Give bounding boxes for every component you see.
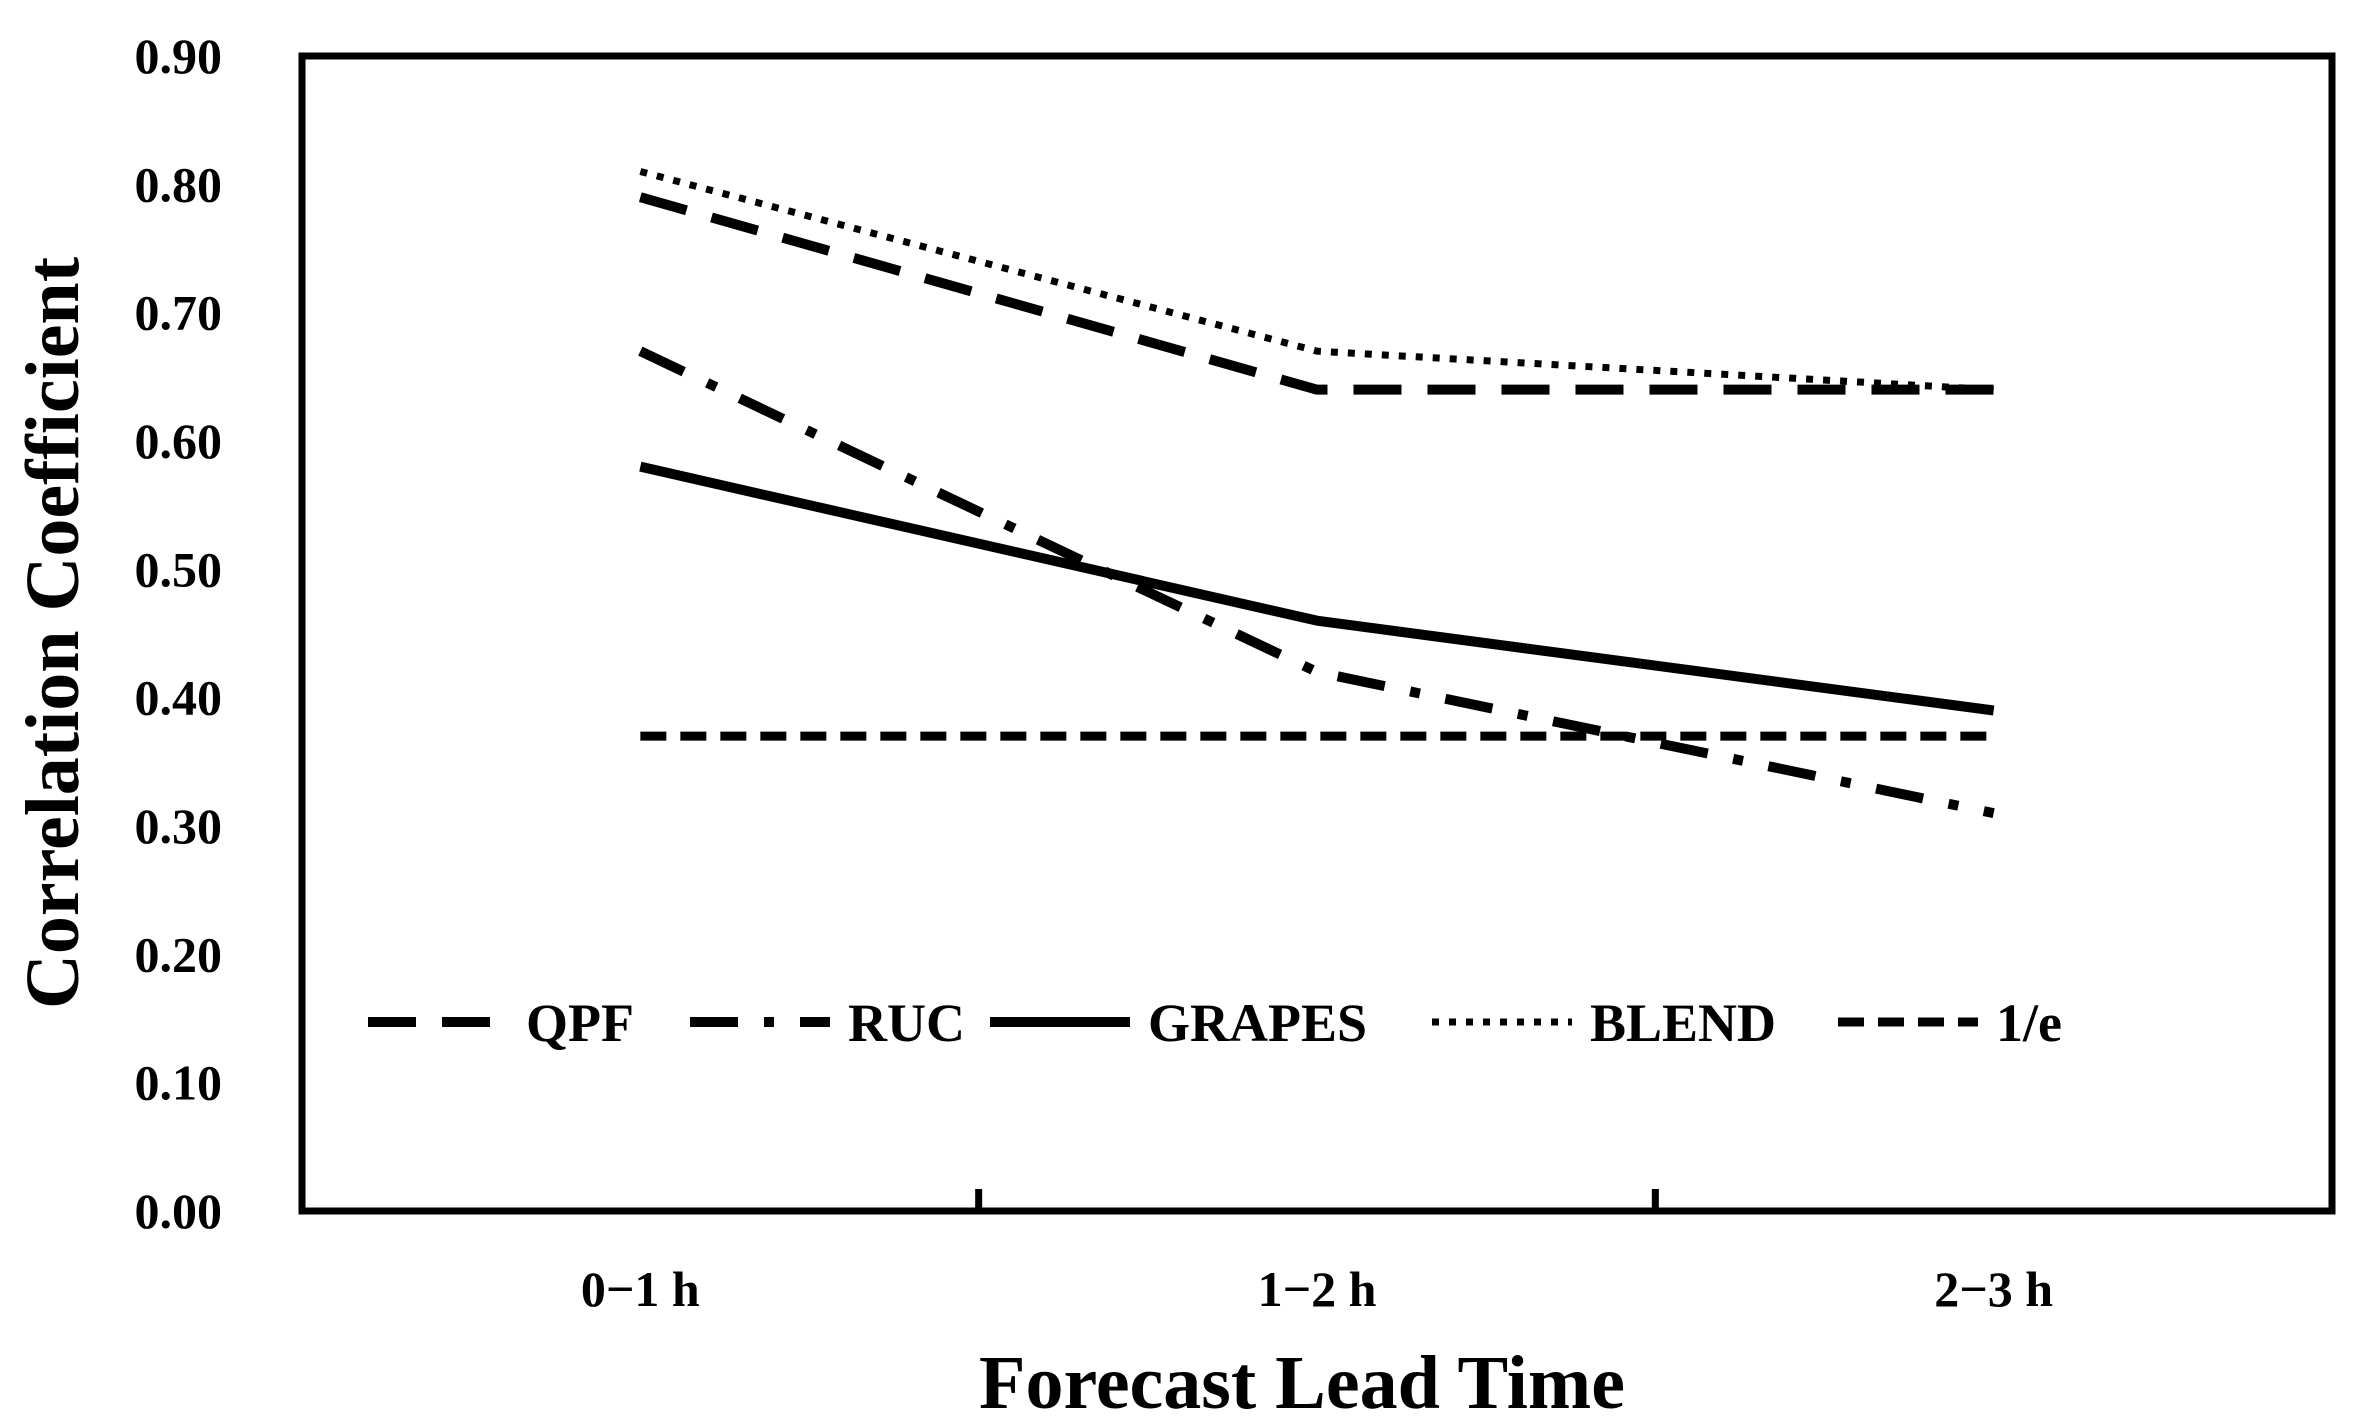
x-axis-ticks (975, 1189, 1659, 1211)
series-line-ruc (638, 346, 1995, 819)
x-tick-label: 2−3 h (1934, 1261, 2053, 1317)
legend-label: RUC (848, 993, 965, 1053)
y-tick-label: 0.80 (135, 156, 223, 212)
y-tick-label: 0.10 (135, 1055, 223, 1111)
series-line-qpf (638, 192, 1994, 395)
y-axis-tick-labels: 0.00 0.10 0.20 0.30 0.40 0.50 0.60 0.70 0.80 0.90 (135, 28, 223, 1239)
y-tick-label: 0.70 (135, 285, 223, 341)
series-line-grapes (639, 461, 1995, 716)
x-tick-label: 0−1 h (581, 1261, 700, 1317)
x-tick-label: 1−2 h (1258, 1261, 1377, 1317)
y-tick-label: 0.30 (135, 798, 223, 854)
y-axis-title: Correlation Coefficient (11, 257, 95, 1009)
legend-label: GRAPES (1148, 993, 1367, 1053)
y-tick-label: 0.50 (135, 541, 223, 597)
legend-label: QPF (526, 993, 634, 1053)
legend: QPF RUC GRAPES BLEND 1/e (368, 993, 2062, 1053)
legend-label: BLEND (1590, 993, 1776, 1053)
x-axis-tick-labels: 0−1 h 1−2 h 2−3 h (581, 1261, 2053, 1317)
y-tick-label: 0.00 (135, 1183, 223, 1239)
y-tick-label: 0.90 (135, 28, 223, 84)
series-lines (638, 168, 1995, 819)
y-tick-label: 0.60 (135, 413, 223, 469)
series-line-blend (639, 168, 1994, 394)
y-tick-label: 0.40 (135, 670, 223, 726)
legend-label: 1/e (1996, 993, 2062, 1053)
y-tick-label: 0.20 (135, 926, 223, 982)
x-axis-title: Forecast Lead Time (979, 1341, 1625, 1425)
plot-area-frame (298, 52, 2336, 1215)
